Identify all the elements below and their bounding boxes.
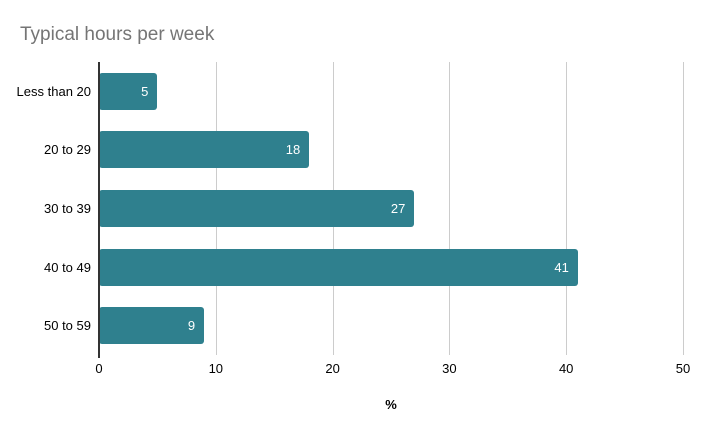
x-tick-label: 10 [208, 361, 224, 376]
x-tick-label: 0 [95, 361, 103, 376]
category-label: 20 to 29 [44, 142, 91, 158]
bar-value-label: 27 [390, 200, 406, 216]
x-axis-title: % [385, 397, 397, 412]
plot-area: 5 18 27 41 9 [98, 62, 684, 358]
category-label: Less than 20 [16, 83, 91, 99]
bar-row: 18 [99, 121, 683, 180]
bar-value-label: 5 [141, 83, 149, 99]
category-label: 30 to 39 [44, 200, 91, 216]
chart-title: Typical hours per week [20, 24, 215, 45]
x-tick-label: 40 [558, 361, 574, 376]
bar: 5 [99, 72, 158, 110]
bar-value-label: 18 [285, 142, 301, 158]
bar-value-label: 41 [554, 259, 569, 275]
bar: 41 [99, 248, 578, 286]
x-tick-label: 20 [325, 361, 340, 376]
bar: 27 [99, 189, 415, 227]
gridline [683, 62, 684, 355]
bar: 9 [99, 307, 205, 345]
y-axis-line [98, 62, 100, 358]
gridline [449, 62, 451, 355]
bar: 18 [99, 131, 310, 169]
bar-row: 27 [99, 179, 683, 238]
category-label: 50 to 59 [44, 318, 91, 334]
x-tick-label: 50 [675, 361, 691, 376]
bar-rows: 5 18 27 41 9 [99, 62, 683, 355]
category-label: 40 to 49 [44, 259, 91, 275]
bar-row: 9 [99, 296, 683, 355]
bar-row: 41 [99, 238, 683, 297]
x-axis: 0 10 20 30 40 50 [95, 361, 690, 377]
bar-value-label: 9 [187, 318, 196, 334]
gridline [566, 62, 568, 355]
x-tick-label: 30 [442, 361, 457, 376]
y-axis-category-labels: Less than 20 20 to 29 30 to 39 40 to 49 50 t… [0, 62, 91, 355]
bar-row: 5 [99, 62, 683, 121]
